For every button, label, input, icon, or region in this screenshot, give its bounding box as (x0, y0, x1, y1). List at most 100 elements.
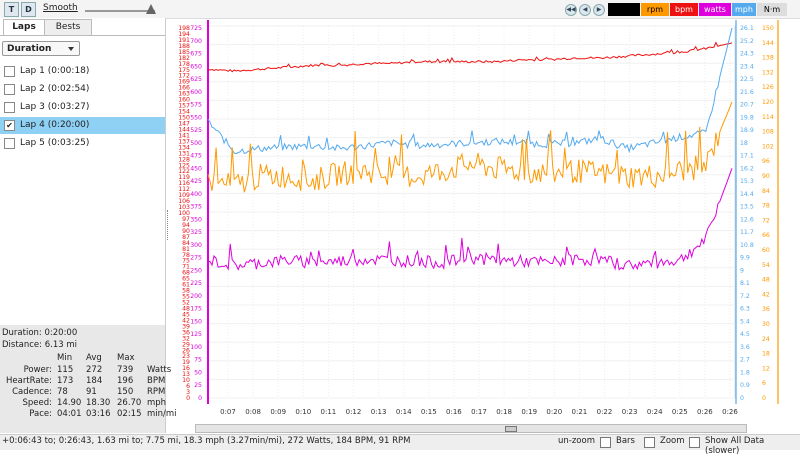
bpm-tick-label: 6 (186, 383, 190, 390)
stat-max: 02:15 (117, 409, 142, 419)
bpm-tick-label: 194 (178, 31, 190, 38)
bpm-tick-label: 103 (178, 204, 190, 211)
mph-tick-label: 24.3 (740, 51, 754, 58)
watts-tick-label: 150 (190, 318, 202, 325)
bpm-tick-label: 172 (178, 73, 190, 80)
lap-checkbox[interactable] (4, 66, 15, 77)
rpm-tick-label: 114 (762, 114, 774, 121)
bpm-tick-label: 163 (178, 91, 190, 98)
x-tick-label: 0:17 (471, 408, 487, 416)
lap-label: Lap 1 (0:00:18) (20, 66, 90, 76)
splitter-handle[interactable] (167, 210, 171, 240)
lap-checkbox[interactable] (4, 138, 15, 149)
ride-chart[interactable]: 0:07 0:08 0:09 0:10 0:11 0:12 0:13 0:14 0:15 0:16… (170, 18, 800, 422)
stat-name: Power: (23, 365, 52, 375)
rpm-tick-label: 6 (762, 380, 766, 387)
unzoom-link[interactable]: un-zoom (558, 436, 595, 446)
bpm-tick-label: 131 (178, 150, 190, 157)
scrollbar-thumb[interactable] (505, 426, 517, 432)
t-button[interactable]: T (4, 2, 19, 17)
smooth-slider[interactable] (85, 10, 155, 12)
bpm-tick-label: 182 (178, 55, 190, 62)
list-item[interactable]: Lap 3 (0:03:27) (0, 99, 165, 116)
bpm-tick-label: 52 (182, 300, 190, 307)
mph-tick-label: 18.9 (740, 127, 754, 134)
lap-checkbox[interactable] (4, 102, 15, 113)
legend-item-nm[interactable]: N·m (757, 3, 787, 16)
stat-max: 26.70 (117, 398, 142, 408)
legend-item-rpm[interactable]: rpm (641, 3, 669, 16)
sort-dropdown[interactable]: Duration (2, 41, 80, 56)
bpm-tick-label: 128 (178, 156, 190, 163)
prev-icon[interactable]: ◀ (579, 4, 591, 16)
bpm-tick-label: 39 (182, 323, 190, 330)
stat-avg: 91 (86, 387, 97, 397)
lap-checkbox[interactable] (4, 84, 15, 95)
rpm-tick-label: 102 (762, 143, 774, 150)
duration-text: Duration: 0:20:00 (2, 328, 78, 338)
mph-tick-label: 11.7 (740, 229, 754, 236)
tab-bests[interactable]: Bests (44, 19, 92, 35)
legend-item-bpm[interactable]: bpm (670, 3, 698, 16)
lap-label: Lap 5 (0:03:25) (20, 138, 90, 148)
zoom-checkbox[interactable] (644, 437, 655, 448)
mph-tick-label: 9.9 (740, 255, 750, 262)
bpm-tick-label: 150 (178, 115, 190, 122)
mph-tick-label: 2.7 (740, 357, 750, 364)
bars-label: Bars (616, 436, 635, 446)
watts-tick-label: 275 (190, 255, 202, 262)
x-tick-label: 0:16 (446, 408, 462, 416)
list-item[interactable]: ✔ Lap 4 (0:20:00) (0, 117, 165, 134)
bpm-tick-label: 109 (178, 192, 190, 199)
rpm-tick-label: 120 (762, 99, 774, 106)
legend-item-mph[interactable]: mph (732, 3, 756, 16)
rpm-tick-label: 132 (762, 69, 774, 76)
bpm-tick-label: 32 (182, 335, 190, 342)
rpm-tick-label: 66 (762, 232, 770, 239)
x-tick-label: 0:22 (597, 408, 613, 416)
rewind-icon[interactable]: ◀◀ (565, 4, 577, 16)
bpm-tick-label: 169 (178, 79, 190, 86)
bpm-tick-label: 125 (178, 162, 190, 169)
rpm-tick-label: 150 (762, 25, 774, 32)
distance-text: Distance: 6.13 mi (2, 340, 78, 350)
bpm-tick-label: 166 (178, 85, 190, 92)
mph-tick-label: 26.1 (740, 25, 754, 32)
watts-tick-label: 325 (190, 229, 202, 236)
bpm-tick-label: 48 (182, 305, 190, 312)
horizontal-scrollbar[interactable] (195, 424, 747, 433)
x-tick-label: 0:07 (220, 408, 236, 416)
x-tick-label: 0:13 (371, 408, 387, 416)
legend-item-watts[interactable]: watts (699, 3, 731, 16)
list-item[interactable]: Lap 1 (0:00:18) (0, 63, 165, 80)
d-button[interactable]: D (21, 2, 36, 17)
bpm-tick-label: 29 (182, 341, 190, 348)
x-tick-label: 0:25 (672, 408, 688, 416)
mph-tick-label: 23.4 (740, 63, 754, 70)
bpm-tick-label: 94 (182, 222, 190, 229)
stat-avg: 272 (86, 365, 103, 375)
show-all-checkbox[interactable] (689, 437, 700, 448)
bpm-tick-label: 160 (178, 97, 190, 104)
stat-unit: Watts (147, 365, 172, 375)
list-item[interactable]: Lap 2 (0:02:54) (0, 81, 165, 98)
bars-checkbox[interactable] (600, 437, 611, 448)
list-item[interactable]: Lap 5 (0:03:25) (0, 135, 165, 152)
x-tick-label: 0:21 (572, 408, 588, 416)
rpm-tick-label: 96 (762, 158, 770, 165)
series-bpm-line (207, 41, 733, 73)
tab-laps[interactable]: Laps (3, 19, 45, 35)
bpm-tick-label: 26 (182, 347, 190, 354)
bpm-tick-label: 175 (178, 67, 190, 74)
legend-item-black[interactable] (608, 3, 640, 16)
stat-name: Speed: (22, 398, 52, 408)
x-tick-label: 0:15 (421, 408, 437, 416)
rpm-tick-label: 84 (762, 188, 770, 195)
lap-checkbox[interactable]: ✔ (4, 120, 15, 131)
series-watts-line (207, 168, 733, 271)
next-icon[interactable]: ▶ (593, 4, 605, 16)
lap-label: Lap 4 (0:20:00) (20, 120, 90, 130)
bpm-tick-label: 19 (182, 359, 190, 366)
smooth-slider-thumb[interactable] (146, 4, 156, 14)
mph-tick-label: 6.3 (740, 306, 750, 313)
